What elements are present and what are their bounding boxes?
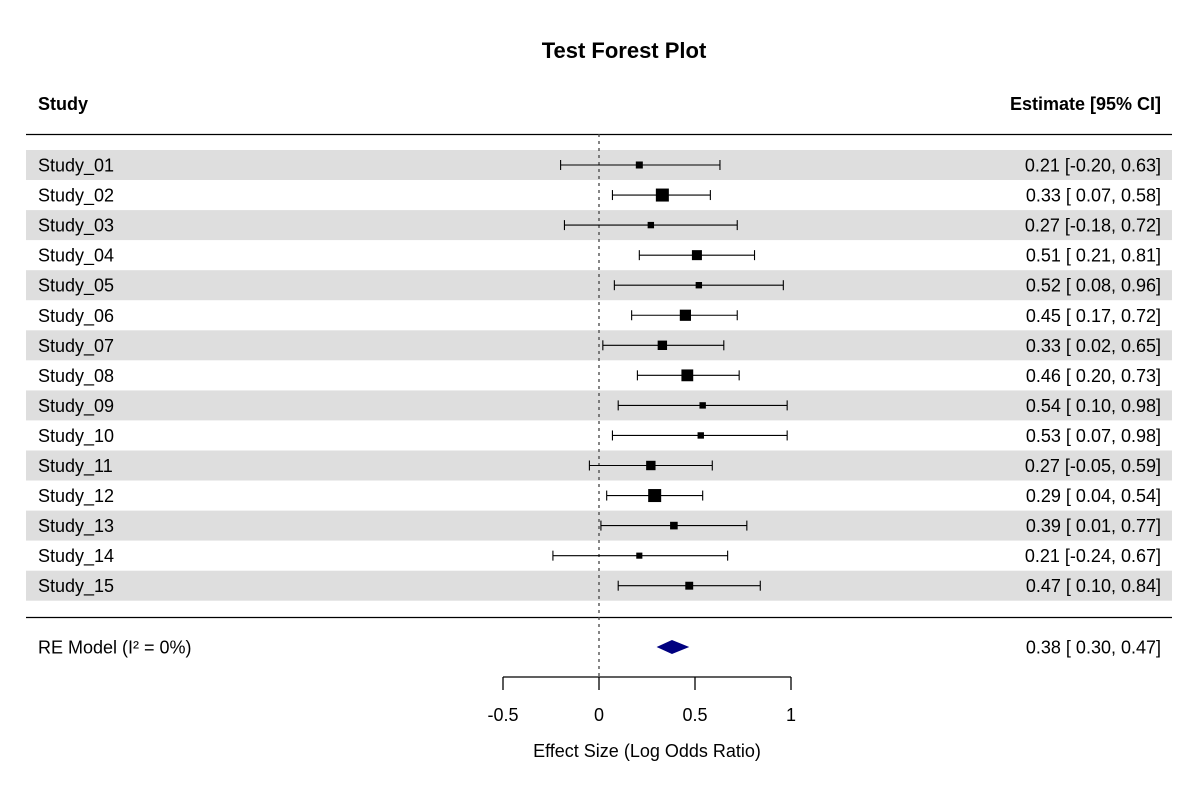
estimate-ci-text: 0.21 [-0.24, 0.67]	[1025, 546, 1161, 566]
x-tick-label: 0	[594, 705, 604, 725]
summary-row: RE Model (I² = 0%) 0.38 [ 0.30, 0.47]	[38, 638, 1161, 658]
estimate-ci-text: 0.27 [-0.05, 0.59]	[1025, 456, 1161, 476]
summary-ci-text: 0.38 [ 0.30, 0.47]	[1026, 638, 1161, 658]
study-row: Study_05 0.52 [ 0.08, 0.96]	[38, 276, 1161, 297]
estimate-square	[691, 250, 702, 261]
study-label: Study_09	[38, 396, 114, 417]
study-column-header: Study	[38, 94, 88, 114]
study-row: Study_12 0.29 [ 0.04, 0.54]	[38, 486, 1161, 507]
study-row: Study_03 0.27 [-0.18, 0.72]	[38, 216, 1161, 237]
study-rows-layer: Study_01 0.21 [-0.20, 0.63] Study_02 0.33 […	[38, 156, 1161, 598]
estimate-ci-text: 0.54 [ 0.10, 0.98]	[1026, 396, 1161, 416]
estimate-square	[648, 489, 662, 503]
estimate-ci-text: 0.51 [ 0.21, 0.81]	[1026, 246, 1161, 266]
study-row: Study_14 0.21 [-0.24, 0.67]	[38, 546, 1161, 567]
study-row: Study_07 0.33 [ 0.02, 0.65]	[38, 336, 1161, 357]
estimate-square	[646, 460, 656, 471]
chart-title: Test Forest Plot	[542, 38, 707, 63]
study-label: Study_02	[38, 186, 114, 207]
estimate-ci-text: 0.33 [ 0.02, 0.65]	[1026, 336, 1161, 356]
x-axis: -0.5 0 0.5 1	[487, 676, 796, 725]
estimate-square	[699, 402, 706, 409]
study-label: Study_12	[38, 486, 114, 507]
study-label: Study_11	[38, 456, 113, 477]
study-row: Study_02 0.33 [ 0.07, 0.58]	[38, 186, 1161, 207]
estimate-square	[657, 340, 668, 350]
x-axis-label: Effect Size (Log Odds Ratio)	[533, 741, 761, 761]
study-row: Study_09 0.54 [ 0.10, 0.98]	[38, 396, 1161, 417]
estimate-ci-text: 0.21 [-0.20, 0.63]	[1025, 156, 1161, 176]
estimate-square	[697, 432, 704, 439]
study-label: Study_04	[38, 246, 114, 267]
estimate-square	[679, 309, 691, 321]
row-shade	[26, 510, 1172, 541]
estimate-ci-text: 0.45 [ 0.17, 0.72]	[1026, 306, 1161, 326]
study-label: Study_13	[38, 516, 114, 537]
study-label: Study_06	[38, 306, 114, 327]
study-label: Study_10	[38, 426, 114, 447]
estimate-ci-text: 0.39 [ 0.01, 0.77]	[1026, 516, 1161, 536]
study-label: Study_03	[38, 216, 114, 237]
study-label: Study_07	[38, 336, 114, 357]
estimate-square	[655, 188, 669, 202]
estimate-ci-text: 0.27 [-0.18, 0.72]	[1025, 216, 1161, 236]
study-row: Study_13 0.39 [ 0.01, 0.77]	[38, 516, 1161, 537]
estimate-ci-text: 0.47 [ 0.10, 0.84]	[1026, 576, 1161, 596]
estimate-ci-text: 0.29 [ 0.04, 0.54]	[1026, 486, 1161, 506]
estimate-square	[636, 552, 643, 559]
study-row: Study_15 0.47 [ 0.10, 0.84]	[38, 576, 1161, 597]
study-row: Study_01 0.21 [-0.20, 0.63]	[38, 156, 1161, 177]
estimate-square	[647, 221, 655, 229]
study-row: Study_06 0.45 [ 0.17, 0.72]	[38, 306, 1161, 327]
study-row: Study_11 0.27 [-0.05, 0.59]	[38, 456, 1161, 477]
estimate-square	[635, 161, 643, 169]
x-tick-label: -0.5	[487, 705, 518, 725]
summary-diamond	[656, 640, 690, 654]
estimate-ci-text: 0.33 [ 0.07, 0.58]	[1026, 186, 1161, 206]
estimate-square	[670, 521, 678, 530]
x-tick-label: 1	[786, 705, 796, 725]
estimate-column-header: Estimate [95% CI]	[1010, 94, 1161, 114]
study-row: Study_10 0.53 [ 0.07, 0.98]	[38, 426, 1161, 447]
estimate-ci-text: 0.53 [ 0.07, 0.98]	[1026, 426, 1161, 446]
estimate-ci-text: 0.52 [ 0.08, 0.96]	[1026, 276, 1161, 296]
estimate-square	[681, 369, 694, 382]
study-label: Study_15	[38, 576, 114, 597]
study-label: Study_08	[38, 366, 114, 387]
study-row: Study_04 0.51 [ 0.21, 0.81]	[38, 246, 1161, 267]
study-label: Study_01	[38, 156, 114, 177]
summary-label: RE Model (I² = 0%)	[38, 638, 192, 658]
estimate-ci-text: 0.46 [ 0.20, 0.73]	[1026, 366, 1161, 386]
study-label: Study_14	[38, 546, 114, 567]
x-tick-label: 0.5	[682, 705, 707, 725]
study-label: Study_05	[38, 276, 114, 297]
estimate-square	[685, 581, 694, 590]
study-row: Study_08 0.46 [ 0.20, 0.73]	[38, 366, 1161, 387]
estimate-square	[695, 282, 703, 289]
